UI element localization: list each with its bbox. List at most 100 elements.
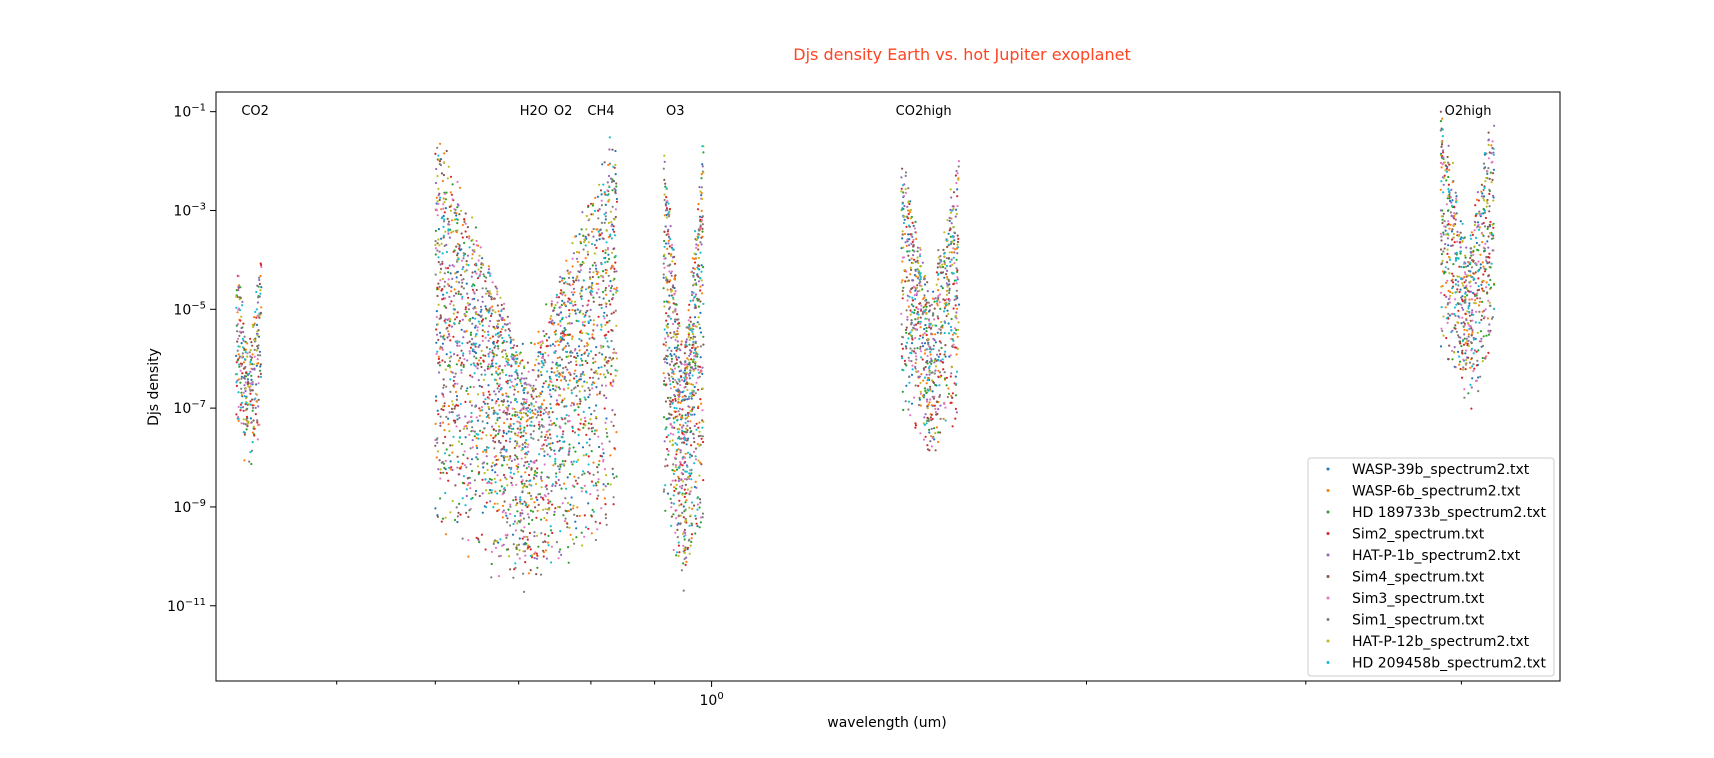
data-point [1442, 212, 1445, 215]
data-point [243, 347, 246, 350]
data-point [449, 355, 453, 358]
data-point [957, 237, 960, 240]
data-point [532, 430, 535, 433]
data-point [463, 425, 466, 428]
data-point [1488, 261, 1491, 264]
data-point [1488, 188, 1491, 191]
data-point [946, 245, 949, 248]
data-point [611, 473, 615, 476]
data-point [1479, 375, 1482, 378]
data-point [666, 333, 669, 336]
data-point [599, 229, 602, 232]
data-point [489, 292, 492, 295]
data-point [610, 251, 614, 254]
series-points [235, 140, 1495, 571]
data-point [237, 417, 240, 420]
data-point [510, 380, 513, 384]
data-point [678, 464, 682, 467]
data-point [1464, 368, 1467, 371]
data-point [506, 418, 509, 421]
data-point [461, 236, 464, 239]
data-point [602, 458, 605, 461]
data-point [491, 425, 494, 428]
data-point [908, 359, 911, 362]
data-point [241, 346, 245, 349]
data-point [437, 413, 440, 416]
data-point [1447, 144, 1450, 147]
data-point [584, 424, 587, 427]
data-point [673, 489, 676, 492]
data-point [527, 410, 530, 413]
data-point [563, 375, 567, 378]
data-point [452, 379, 455, 382]
data-point [909, 347, 912, 350]
data-point [535, 475, 538, 478]
data-point [590, 286, 593, 289]
data-point [566, 282, 569, 285]
data-point [495, 458, 498, 462]
data-point [493, 346, 496, 349]
data-point [667, 412, 671, 415]
data-point [511, 346, 515, 349]
data-point [675, 303, 678, 306]
data-point [678, 499, 681, 502]
data-point [957, 160, 961, 163]
data-point [494, 333, 497, 336]
data-point [437, 228, 440, 231]
data-point [681, 408, 684, 411]
data-point [687, 309, 690, 312]
data-point [516, 522, 519, 525]
data-point [906, 299, 909, 302]
data-point [587, 386, 590, 390]
data-point [923, 332, 926, 335]
data-point [501, 336, 504, 340]
data-point [526, 406, 530, 409]
data-point [695, 486, 698, 489]
data-point [939, 376, 942, 379]
data-point [913, 294, 916, 297]
data-point [602, 483, 605, 486]
data-point [562, 291, 565, 294]
data-point [580, 490, 583, 493]
data-point [697, 280, 701, 283]
data-point [600, 384, 604, 387]
data-point [258, 316, 261, 319]
data-point [541, 418, 544, 421]
data-point [604, 289, 607, 292]
data-point [568, 419, 571, 423]
data-point [572, 304, 575, 307]
data-point [455, 316, 458, 319]
data-point [503, 448, 506, 451]
data-point [519, 362, 522, 365]
data-point [567, 546, 570, 549]
data-point [497, 331, 500, 334]
data-point [694, 458, 698, 461]
data-point [1463, 295, 1466, 299]
data-point [587, 396, 590, 399]
data-point [669, 403, 672, 406]
data-point [516, 510, 519, 513]
data-point [919, 322, 922, 325]
data-point [458, 429, 462, 432]
data-point [500, 309, 503, 313]
data-point [246, 352, 249, 355]
data-point [252, 419, 255, 422]
data-point [578, 349, 581, 352]
data-point [543, 454, 546, 457]
data-point [450, 407, 454, 410]
data-point [678, 485, 682, 488]
data-point [612, 311, 615, 314]
data-point [904, 191, 908, 194]
data-point [437, 238, 440, 241]
data-point [936, 302, 939, 305]
data-point [481, 295, 484, 298]
data-point [927, 420, 930, 423]
data-point [539, 392, 542, 395]
data-point [516, 427, 519, 430]
data-point [946, 275, 949, 279]
data-point [475, 416, 478, 419]
data-point [240, 394, 243, 397]
data-point [493, 539, 496, 542]
data-point [551, 384, 555, 387]
data-point [557, 557, 560, 560]
